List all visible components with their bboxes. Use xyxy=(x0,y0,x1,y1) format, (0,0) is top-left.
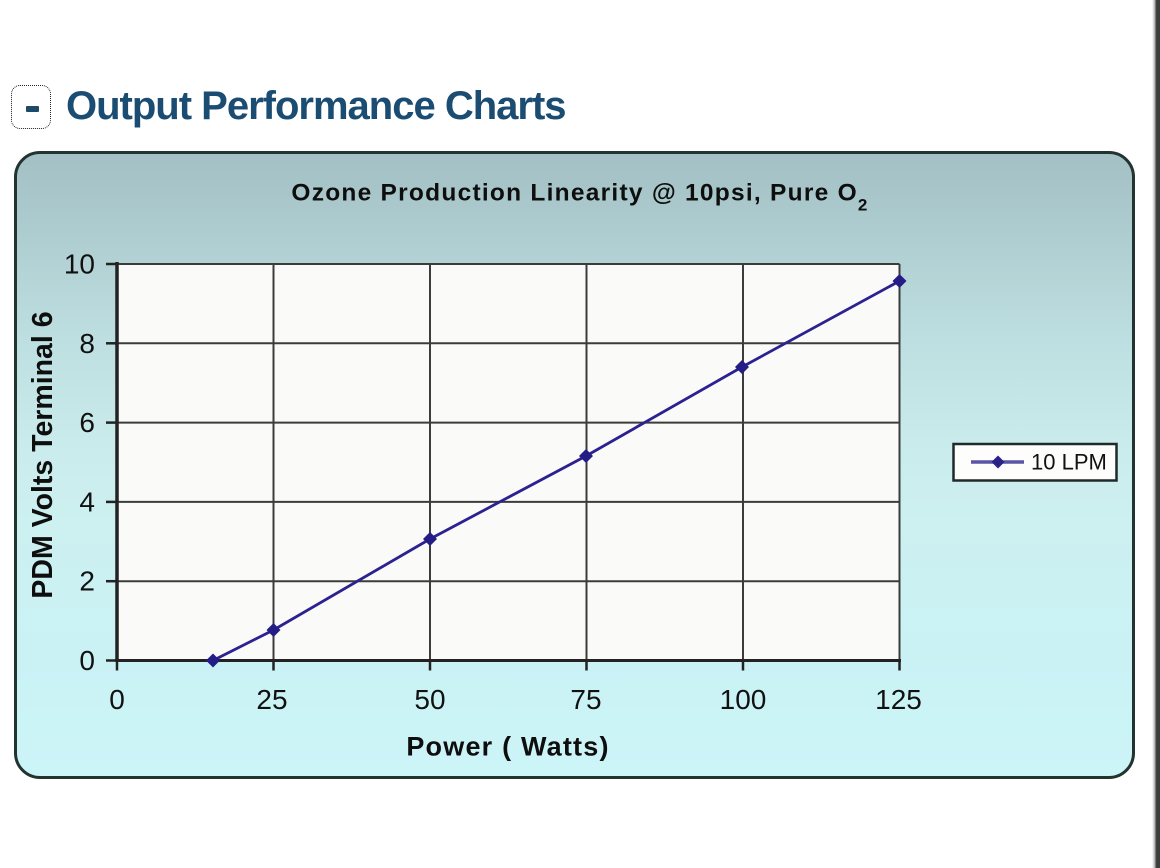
svg-text:100: 100 xyxy=(720,684,767,715)
svg-text:10: 10 xyxy=(64,249,95,280)
svg-text:8: 8 xyxy=(79,328,95,359)
svg-text:10 LPM: 10 LPM xyxy=(1031,450,1107,475)
svg-text:Power ( Watts): Power ( Watts) xyxy=(406,732,609,762)
svg-text:25: 25 xyxy=(256,684,287,715)
svg-text:50: 50 xyxy=(414,684,445,715)
svg-text:0: 0 xyxy=(109,684,125,715)
svg-text:PDM Volts Terminal 6: PDM Volts Terminal 6 xyxy=(27,311,59,598)
svg-text:125: 125 xyxy=(875,684,922,715)
svg-text:Ozone Production Linearity @ 1: Ozone Production Linearity @ 10psi, Pure… xyxy=(291,180,868,215)
svg-text:75: 75 xyxy=(570,684,601,715)
svg-text:4: 4 xyxy=(79,486,95,517)
svg-text:0: 0 xyxy=(79,645,95,676)
svg-text:2: 2 xyxy=(79,566,95,597)
svg-text:6: 6 xyxy=(79,407,95,438)
